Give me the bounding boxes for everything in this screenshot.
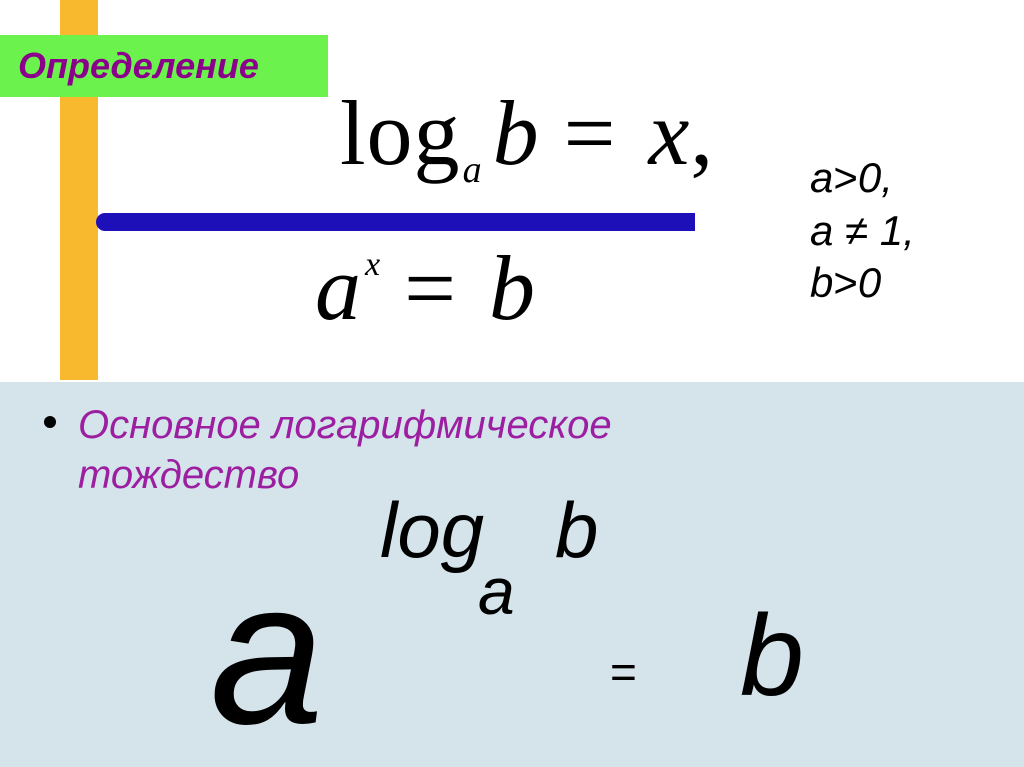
cond3-var: b bbox=[810, 259, 833, 306]
eq1-comma: , bbox=[690, 82, 714, 184]
eq1-arg: b bbox=[489, 82, 540, 184]
identity-rhs: b bbox=[740, 590, 804, 722]
cond1-var: a bbox=[810, 154, 833, 201]
rule-underline bbox=[105, 213, 695, 231]
identity-exp-log: log bbox=[380, 485, 484, 576]
identity-base: a bbox=[210, 535, 324, 767]
equation-exp: ax= b bbox=[315, 235, 535, 341]
conditions: a>0, a ≠ 1, b>0 bbox=[810, 152, 915, 310]
cond-row-3: b>0 bbox=[810, 257, 915, 310]
slide: Определение logab = x, ax= b a>0, a ≠ 1,… bbox=[0, 0, 1024, 767]
bullet-icon bbox=[44, 416, 56, 428]
cond-row-1: a>0, bbox=[810, 152, 915, 205]
cond2-val: 1, bbox=[868, 207, 915, 254]
cond3-val: 0 bbox=[858, 259, 881, 306]
eq2-equals: = bbox=[394, 237, 466, 339]
eq1-log: log bbox=[340, 82, 461, 184]
equation-log-def: logab = x, bbox=[340, 80, 714, 192]
cond2-var: a bbox=[810, 207, 845, 254]
cond1-op: > bbox=[833, 154, 858, 201]
eq2-rhs: b bbox=[489, 237, 535, 339]
bullet-line-1: Основное логарифмическое bbox=[78, 400, 612, 450]
cond2-op: ≠ bbox=[845, 207, 868, 254]
log-identity: a log a b = b bbox=[210, 475, 910, 735]
eq2-exp: x bbox=[361, 246, 394, 283]
cond-row-2: a ≠ 1, bbox=[810, 205, 915, 258]
cond3-op: > bbox=[833, 259, 858, 306]
title-badge: Определение bbox=[0, 35, 328, 97]
eq2-base: a bbox=[315, 237, 361, 339]
eq1-subscript: a bbox=[461, 149, 489, 191]
title-text: Определение bbox=[18, 45, 259, 87]
identity-equals: = bbox=[610, 645, 637, 699]
eq1-rhs: x bbox=[640, 82, 690, 184]
identity-exp-sub: a bbox=[478, 553, 515, 629]
identity-exp-arg: b bbox=[555, 485, 598, 576]
eq1-equals: = bbox=[564, 82, 617, 184]
cond1-val: 0, bbox=[858, 154, 893, 201]
